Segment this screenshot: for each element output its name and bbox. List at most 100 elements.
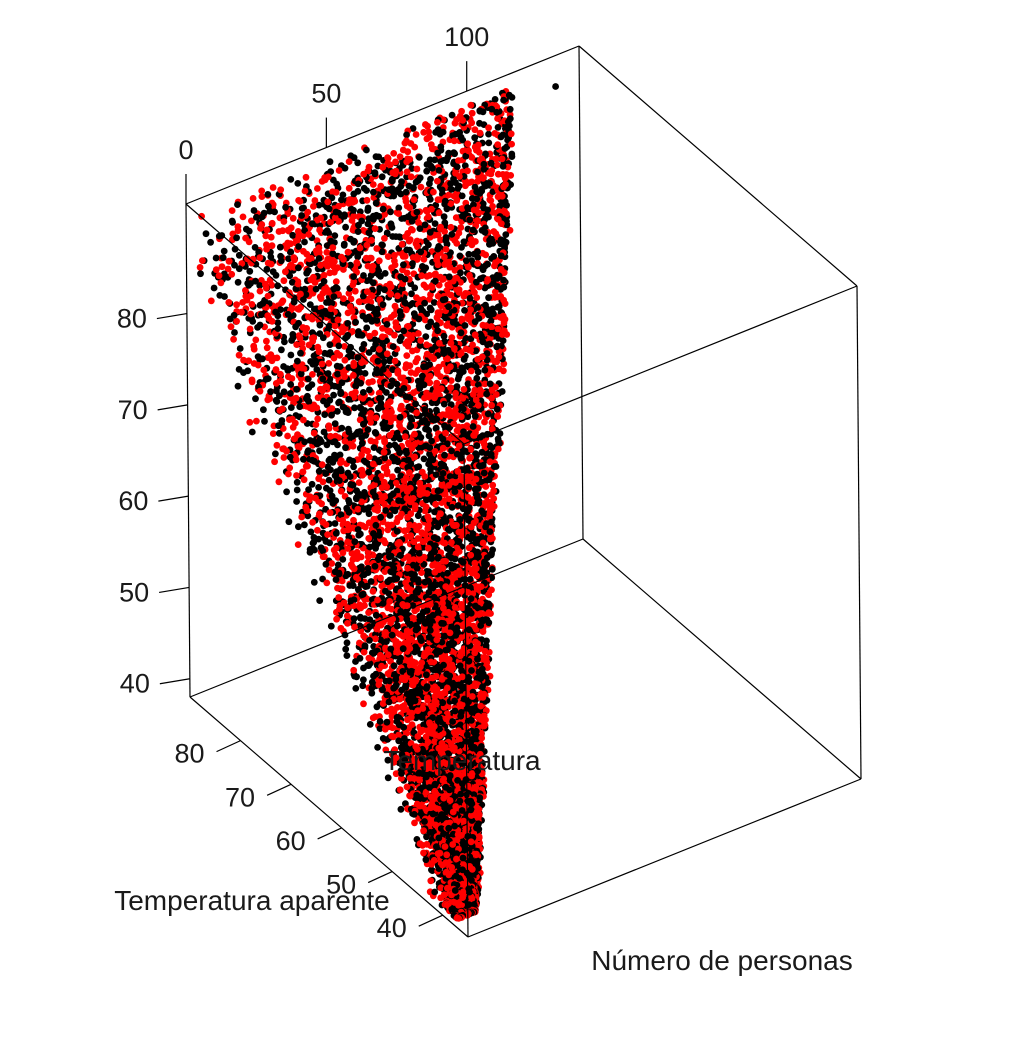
data-point [433, 322, 440, 329]
data-point [431, 336, 438, 344]
data-point [410, 196, 418, 204]
data-point [494, 124, 502, 131]
data-point [432, 201, 440, 209]
data-point [345, 158, 353, 166]
data-point [228, 217, 236, 225]
data-point [196, 264, 204, 271]
data-point [283, 365, 291, 372]
data-point [506, 105, 514, 113]
data-point [414, 523, 421, 531]
data-point [315, 467, 323, 475]
data-point [248, 378, 256, 386]
data-point [349, 281, 357, 289]
data-point [379, 205, 387, 213]
data-point [345, 395, 353, 403]
data-point [467, 335, 475, 343]
data-point [258, 193, 266, 201]
data-point [344, 248, 352, 256]
data-point [474, 368, 482, 376]
data-point [249, 318, 257, 325]
data-point [408, 165, 416, 172]
data-point [397, 333, 405, 341]
data-point [289, 214, 297, 222]
data-point [379, 163, 387, 171]
data-point [294, 280, 302, 288]
data-point [360, 184, 368, 192]
data-point [380, 537, 388, 544]
data-point [247, 310, 255, 318]
data-point [326, 158, 334, 166]
data-point [403, 583, 411, 591]
data-point [345, 508, 353, 516]
data-point [272, 271, 280, 279]
data-point [429, 562, 436, 569]
data-point [358, 466, 366, 474]
data-point [467, 236, 475, 243]
data-point [325, 457, 333, 464]
data-point [276, 243, 284, 251]
data-point [485, 130, 492, 138]
data-point [418, 272, 426, 280]
data-point [478, 448, 486, 456]
data-point [451, 488, 459, 495]
data-point [234, 278, 242, 286]
data-point [493, 405, 501, 413]
data-point [467, 535, 474, 543]
data-point [413, 473, 421, 480]
data-point [414, 585, 422, 593]
data-point [427, 306, 435, 314]
data-point [483, 211, 491, 219]
data-point [435, 311, 443, 319]
data-point [495, 208, 503, 215]
data-point [344, 545, 352, 552]
data-point [347, 261, 354, 269]
data-point [277, 377, 285, 385]
data-point [425, 128, 433, 136]
data-point [395, 210, 402, 218]
data-point [458, 192, 466, 200]
data-point [320, 553, 328, 561]
data-point [327, 432, 334, 440]
data-point [467, 346, 474, 354]
data-point [228, 270, 236, 278]
data-point [300, 247, 307, 255]
data-point [438, 186, 446, 194]
data-point [250, 207, 258, 214]
data-point [487, 197, 495, 205]
data-point [263, 245, 270, 253]
data-point [312, 494, 319, 502]
data-point [392, 319, 400, 327]
data-point [405, 338, 413, 345]
data-point [315, 348, 323, 356]
data-point [354, 505, 362, 513]
data-point [264, 191, 272, 198]
data-point [335, 167, 343, 174]
data-point [290, 435, 298, 443]
data-point [364, 426, 372, 433]
data-point [434, 149, 442, 157]
data-point [301, 521, 308, 529]
data-point [331, 520, 339, 527]
data-point [504, 123, 512, 131]
data-point [459, 405, 467, 413]
data-point [421, 531, 429, 538]
data-point [310, 429, 318, 437]
data-point [464, 167, 471, 175]
data-point [372, 153, 380, 161]
data-point [236, 345, 244, 352]
data-point [350, 371, 357, 379]
data-point [294, 180, 302, 187]
data-point [447, 401, 455, 409]
data-point [351, 404, 358, 412]
data-point [470, 568, 478, 576]
data-point [481, 228, 489, 236]
data-point [323, 484, 330, 492]
data-point [365, 535, 373, 542]
data-point [197, 270, 204, 278]
data-point [420, 255, 428, 263]
data-point [338, 196, 345, 204]
data-point [235, 251, 243, 259]
data-point [293, 472, 300, 479]
data-point [287, 404, 295, 411]
data-point [303, 507, 311, 515]
